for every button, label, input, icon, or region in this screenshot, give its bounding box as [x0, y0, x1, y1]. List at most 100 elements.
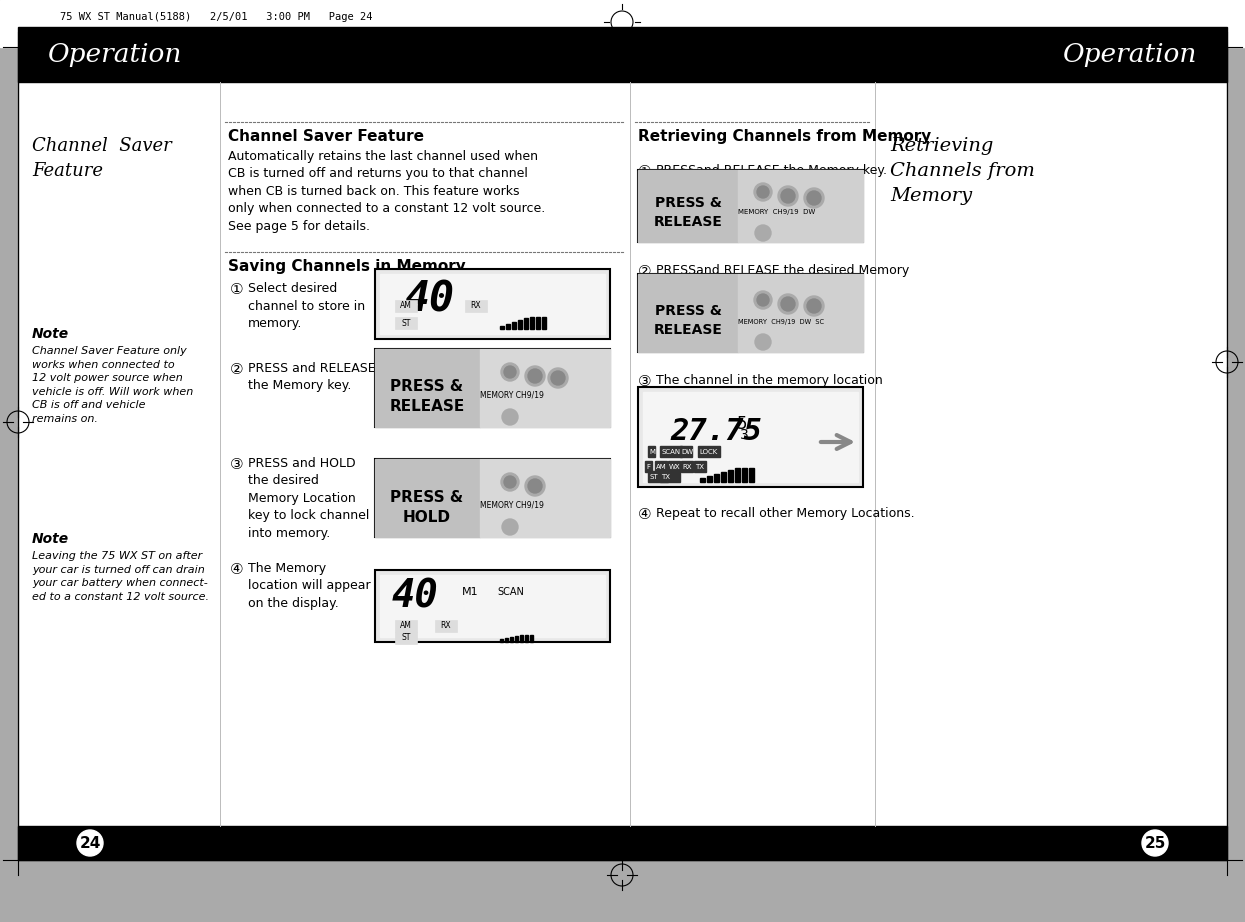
- Circle shape: [754, 334, 771, 350]
- Text: 40: 40: [405, 278, 454, 320]
- Bar: [500, 326, 504, 329]
- Bar: [537, 317, 540, 329]
- Text: ④: ④: [637, 507, 651, 522]
- Bar: [680, 446, 692, 457]
- Text: 40: 40: [392, 578, 438, 616]
- Bar: [375, 349, 610, 427]
- Circle shape: [1142, 830, 1168, 856]
- Text: MEMORY CH9/19: MEMORY CH9/19: [481, 501, 544, 510]
- Text: RX: RX: [682, 464, 691, 470]
- Bar: [525, 635, 528, 642]
- Circle shape: [757, 294, 769, 306]
- Bar: [530, 635, 533, 642]
- Bar: [515, 636, 518, 642]
- Text: Channel  Saver
Feature: Channel Saver Feature: [32, 137, 172, 180]
- Bar: [512, 322, 515, 329]
- Text: F: F: [646, 464, 650, 470]
- Circle shape: [502, 409, 518, 425]
- Bar: [642, 392, 858, 482]
- Circle shape: [504, 476, 515, 488]
- Text: ③: ③: [230, 457, 244, 472]
- Circle shape: [754, 291, 772, 309]
- Bar: [395, 317, 417, 329]
- Text: PRESS and HOLD
the desired
Memory Location
key to lock channel
into memory.: PRESS and HOLD the desired Memory Locati…: [248, 457, 370, 540]
- Bar: [375, 269, 610, 339]
- Bar: [637, 170, 863, 242]
- Bar: [520, 635, 523, 642]
- Text: ②: ②: [637, 264, 651, 279]
- Text: TX: TX: [661, 474, 670, 480]
- Bar: [660, 471, 680, 482]
- Text: ST: ST: [401, 633, 411, 643]
- Text: LOCK: LOCK: [698, 449, 717, 455]
- Bar: [395, 632, 417, 644]
- Bar: [395, 620, 417, 632]
- Bar: [518, 320, 522, 329]
- Text: PRESS &: PRESS &: [391, 379, 463, 394]
- Text: Leaving the 75 WX ST on after
your car is turned off can drain
your car battery : Leaving the 75 WX ST on after your car i…: [32, 551, 209, 602]
- Bar: [749, 468, 754, 482]
- Bar: [375, 349, 481, 427]
- Circle shape: [807, 299, 820, 313]
- Text: Operation: Operation: [49, 42, 182, 67]
- Bar: [698, 446, 720, 457]
- Circle shape: [807, 191, 820, 205]
- Circle shape: [754, 183, 772, 201]
- Bar: [738, 274, 863, 352]
- Text: ST: ST: [401, 318, 411, 327]
- Circle shape: [781, 297, 796, 311]
- Bar: [713, 474, 720, 482]
- Text: Saving Channels in Memory: Saving Channels in Memory: [228, 259, 466, 274]
- Text: Operation: Operation: [1063, 42, 1196, 67]
- Bar: [17, 47, 1228, 860]
- Bar: [435, 620, 457, 632]
- Bar: [681, 461, 693, 472]
- Bar: [669, 461, 680, 472]
- Text: 75 WX ST Manual(5188)   2/5/01   3:00 PM   Page 24: 75 WX ST Manual(5188) 2/5/01 3:00 PM Pag…: [60, 12, 372, 22]
- Bar: [637, 387, 863, 487]
- Text: RELEASE: RELEASE: [654, 215, 722, 229]
- Bar: [655, 461, 667, 472]
- Circle shape: [528, 369, 542, 383]
- Circle shape: [502, 519, 518, 535]
- Bar: [530, 317, 534, 329]
- Text: 27.75: 27.75: [670, 418, 762, 446]
- Bar: [735, 468, 740, 482]
- Text: 24: 24: [80, 835, 101, 850]
- Text: PRESSand RELEASE the desired Memory
Location key.: PRESSand RELEASE the desired Memory Loca…: [656, 264, 909, 294]
- Circle shape: [778, 294, 798, 314]
- Bar: [637, 274, 738, 352]
- Bar: [510, 637, 513, 642]
- FancyArrowPatch shape: [820, 435, 850, 449]
- Text: TX: TX: [695, 464, 703, 470]
- Text: PRESS &: PRESS &: [655, 196, 721, 210]
- Text: AM: AM: [656, 464, 667, 470]
- Text: PRESS &: PRESS &: [391, 490, 463, 505]
- Bar: [17, 47, 1228, 860]
- Bar: [375, 570, 610, 642]
- Text: PRESSand RELEASE the Memory key.: PRESSand RELEASE the Memory key.: [656, 164, 886, 177]
- Bar: [647, 446, 655, 457]
- Text: SCAN: SCAN: [497, 587, 524, 597]
- Text: HOLD: HOLD: [403, 510, 451, 525]
- Circle shape: [500, 363, 519, 381]
- Bar: [693, 461, 706, 472]
- Text: Channel Saver Feature: Channel Saver Feature: [228, 129, 425, 144]
- Bar: [505, 324, 510, 329]
- Text: Note: Note: [32, 327, 70, 341]
- Bar: [707, 476, 712, 482]
- Circle shape: [781, 189, 796, 203]
- Circle shape: [804, 296, 824, 316]
- Text: WX: WX: [669, 464, 681, 470]
- Text: MEMORY  CH9/19  DW: MEMORY CH9/19 DW: [738, 209, 815, 215]
- Bar: [375, 459, 481, 537]
- Text: Channel Saver Feature only
works when connected to
12 volt power source when
veh: Channel Saver Feature only works when co…: [32, 346, 193, 424]
- Text: ①: ①: [637, 164, 651, 179]
- Circle shape: [778, 186, 798, 206]
- Bar: [481, 349, 610, 427]
- Bar: [637, 170, 738, 242]
- Bar: [742, 468, 747, 482]
- Circle shape: [757, 186, 769, 198]
- Bar: [481, 459, 610, 537]
- Bar: [500, 639, 503, 642]
